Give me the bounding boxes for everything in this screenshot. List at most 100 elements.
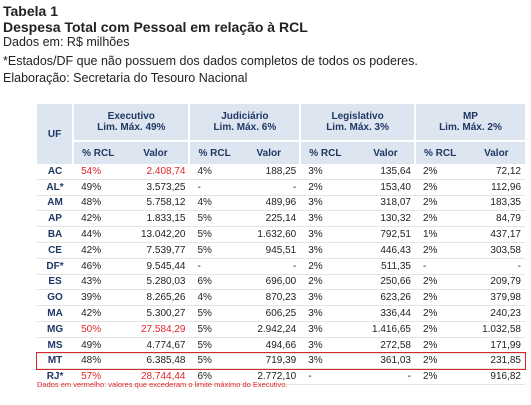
cell: 49% [73, 179, 123, 196]
cell: 606,25 [238, 305, 301, 322]
row: RJ* 57% 28.744,44 6% 2.772,10- -2% 916,82 [37, 368, 525, 386]
cell: - [467, 258, 525, 275]
uf: ES [37, 274, 74, 291]
uf: MS [37, 337, 74, 354]
cell: 6% [189, 368, 239, 386]
subheader: Valor [356, 141, 415, 164]
cell: 2% [414, 242, 468, 259]
cell: 361,03 [356, 353, 415, 370]
uf: RJ* [37, 368, 74, 386]
cell: 50% [73, 321, 123, 338]
row: GO 39% 8.265,26 4% 870,23 3% 623,26 2% 379,98 [37, 289, 525, 307]
cell: 84,79 [467, 210, 525, 228]
row: MA 42% 5.300,27 5% 606,25 3% 336,44 2% 240,23 [37, 305, 525, 322]
cell: 3% [300, 210, 357, 228]
cell: 3% [300, 242, 357, 259]
uf: DF* [37, 258, 74, 275]
cell: 54% [73, 164, 123, 180]
subheader-row: % RCL Valor% RCL Valor% RCL Valor% RCL Valor [37, 141, 525, 164]
uf: MA [37, 305, 74, 322]
cell: 2.408,74 [122, 164, 190, 180]
cell: 2% [414, 321, 468, 338]
subheader: % RCL [72, 141, 123, 164]
uf: AL* [37, 179, 74, 196]
cell: 446,43 [356, 242, 415, 259]
row: CE 42% 7.539,77 5% 945,51 3% 446,43 2% 303,58 [37, 242, 525, 259]
cell: 623,26 [356, 289, 415, 307]
cell: 183,35 [467, 195, 525, 212]
cell: 39% [73, 289, 123, 307]
cell: - [414, 258, 468, 275]
cell: 1.032,58 [467, 321, 525, 338]
cell: 792,51 [356, 226, 415, 243]
cell: 5.300,27 [122, 305, 190, 322]
cell: 9.545,44 [122, 258, 190, 275]
cell: 4% [189, 164, 239, 180]
cell: 2% [414, 179, 468, 196]
row: BA 44% 13.042,20 5% 1.632,60 3% 792,51 1% 437,17 [37, 226, 525, 243]
cell: 231,85 [467, 353, 525, 370]
uf: AC [37, 164, 74, 180]
cell: 6% [189, 274, 239, 291]
group-limit: Lim. Máx. 2% [439, 122, 502, 133]
cell: 5% [189, 353, 239, 370]
header: Tabela 1 Despesa Total com Pessoal em re… [3, 3, 418, 87]
cell: 2% [414, 195, 468, 212]
cell: 511,35 [356, 258, 415, 275]
cell: 112,96 [467, 179, 525, 196]
cell: 3% [300, 305, 357, 322]
cell: 153,40 [356, 179, 415, 196]
cell: 916,82 [467, 368, 525, 386]
cell: 3% [300, 195, 357, 212]
row: MT 48% 6.385,48 5% 719,39 3% 361,03 2% 231,85 [36, 352, 526, 370]
cell: 6.385,48 [122, 353, 190, 370]
cell: 1.416,65 [356, 321, 415, 338]
cell: 7.539,77 [122, 242, 190, 259]
cell: 494,66 [238, 337, 301, 354]
cell: 336,44 [356, 305, 415, 322]
cell: 379,98 [467, 289, 525, 307]
cell: 437,17 [467, 226, 525, 243]
row: AP 42% 1.833,15 5% 225,14 3% 130,32 2% 84,79 [37, 210, 525, 228]
group-name: Legislativo [331, 111, 384, 122]
cell: 5% [189, 226, 239, 243]
cell: 43% [73, 274, 123, 291]
cell: 5% [189, 210, 239, 228]
group-name: Executivo [107, 111, 155, 122]
cell: 2% [414, 274, 468, 291]
group-header: Legislativo Lim. Máx. 3% [299, 104, 415, 142]
uf: CE [37, 242, 74, 259]
cell: 130,32 [356, 210, 415, 228]
cell: 3% [300, 337, 357, 354]
cell: 1.833,15 [122, 210, 190, 228]
footnote: Dados em vermelho: valores que excederam… [37, 380, 288, 389]
group-header: Executivo Lim. Máx. 49% [72, 104, 190, 142]
cell: 2% [414, 210, 468, 228]
cell: 272,58 [356, 337, 415, 354]
cell: 3% [300, 289, 357, 307]
cell: 28.744,44 [122, 368, 190, 386]
cell: 2% [414, 337, 468, 354]
cell: 240,23 [467, 305, 525, 322]
cell: 4.774,67 [122, 337, 190, 354]
cell: 3% [300, 226, 357, 243]
cell: 4% [189, 195, 239, 212]
cell: 870,23 [238, 289, 301, 307]
title: Despesa Total com Pessoal em relação à R… [3, 19, 308, 35]
uf: AP [37, 210, 74, 228]
units: Dados em: R$ milhões [3, 35, 130, 49]
cell: 1.632,60 [238, 226, 301, 243]
cell: 2.942,24 [238, 321, 301, 338]
cell: 2% [414, 353, 468, 370]
cell: 2% [414, 305, 468, 322]
header-row: UF Executivo Lim. Máx. 49% Judiciário Lim. M… [37, 104, 525, 164]
source: Elaboração: Secretaria do Tesouro Nacion… [3, 71, 248, 85]
row: MG 50% 27.584,29 5% 2.942,24 3% 1.416,65 2% 1.03… [37, 321, 525, 338]
group-header: MP Lim. Máx. 2% [413, 104, 525, 142]
subheader: Valor [238, 141, 301, 164]
row: MS 49% 4.774,67 5% 494,66 3% 272,58 2% 171,99 [37, 337, 525, 354]
cell: 3% [300, 164, 357, 180]
cell: 49% [73, 337, 123, 354]
uf: BA [37, 226, 74, 243]
